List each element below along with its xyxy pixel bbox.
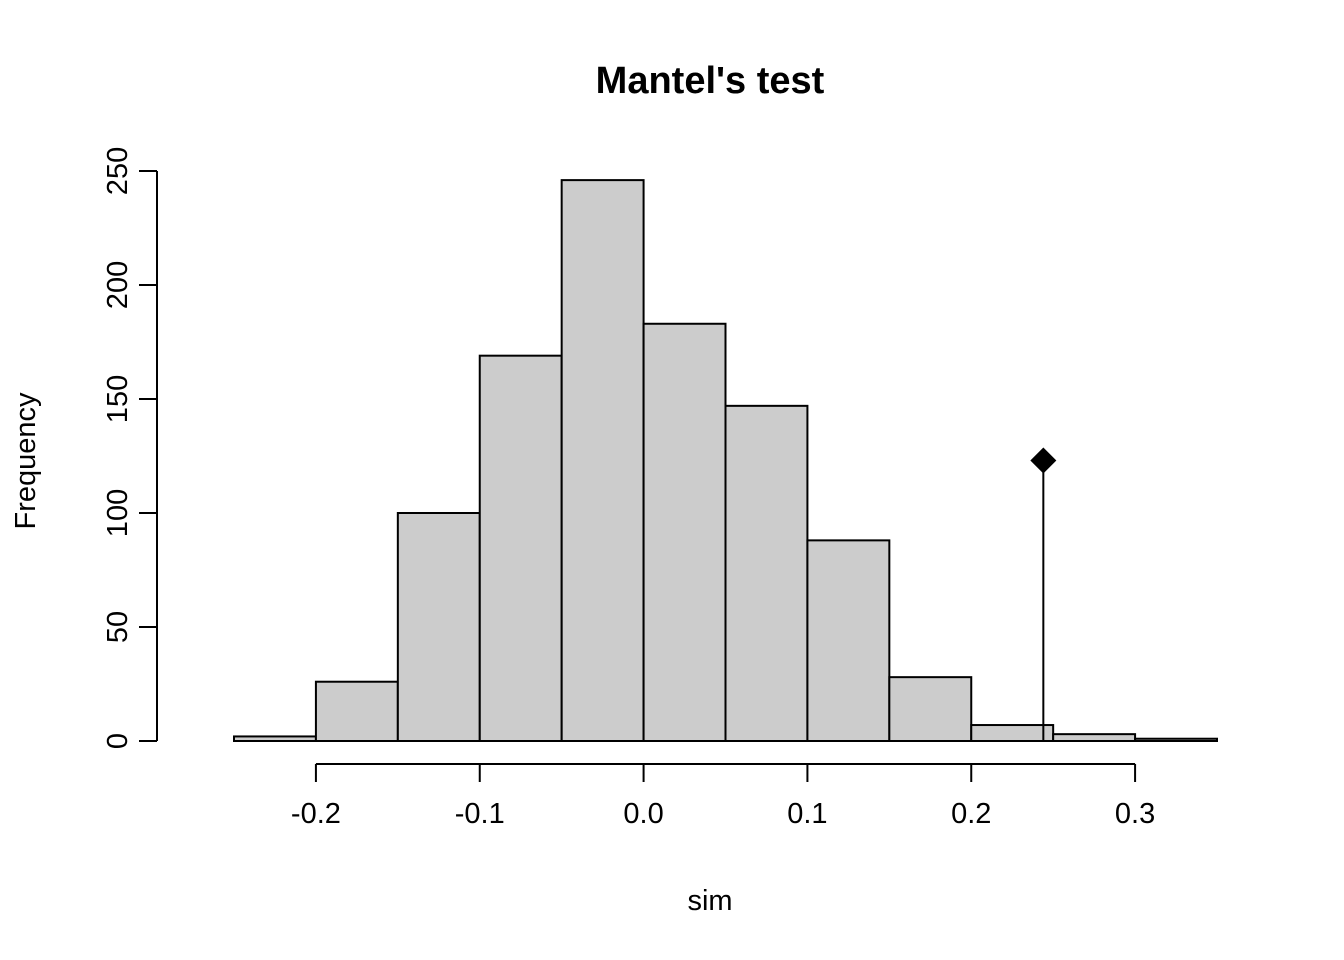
histogram-bar bbox=[314, 680, 399, 742]
x-tick-label: 0.2 bbox=[951, 798, 991, 830]
x-tick-label: -0.2 bbox=[291, 798, 341, 830]
x-tick-label: 0.1 bbox=[787, 798, 827, 830]
x-tick-label: 0.3 bbox=[1115, 798, 1155, 830]
y-tick-label: 0 bbox=[102, 733, 134, 749]
histogram-bar bbox=[724, 404, 809, 742]
y-tick-label: 150 bbox=[102, 375, 134, 423]
y-tick-label: 50 bbox=[102, 611, 134, 643]
histogram-bar bbox=[806, 539, 891, 742]
x-axis: -0.2 -0.1 0.0 0.1 0.2 0.3 bbox=[291, 763, 1155, 830]
y-tick-label: 200 bbox=[102, 261, 134, 309]
histogram-bars bbox=[233, 179, 1219, 743]
y-tick-label: 250 bbox=[102, 147, 134, 195]
histogram-bar bbox=[888, 676, 973, 742]
histogram-bar bbox=[970, 724, 1055, 742]
y-axis: 0 50 100 150 200 250 bbox=[102, 147, 158, 749]
observed-statistic bbox=[1030, 447, 1057, 741]
x-axis-label: sim bbox=[687, 885, 732, 917]
x-tick-label: 0.0 bbox=[623, 798, 663, 830]
histogram-bar bbox=[1134, 737, 1219, 742]
observed-marker bbox=[1030, 447, 1057, 474]
histogram-bar bbox=[642, 322, 727, 742]
histogram-bar bbox=[396, 512, 481, 742]
histogram-bar bbox=[478, 354, 563, 742]
histogram-bar bbox=[1052, 733, 1137, 742]
y-axis-label: Frequency bbox=[10, 392, 42, 530]
histogram-bar bbox=[560, 179, 645, 742]
histogram-bar bbox=[233, 735, 317, 743]
x-tick-label: -0.1 bbox=[455, 798, 505, 830]
chart-title: Mantel's test bbox=[596, 60, 825, 102]
y-tick-label: 100 bbox=[102, 489, 134, 537]
